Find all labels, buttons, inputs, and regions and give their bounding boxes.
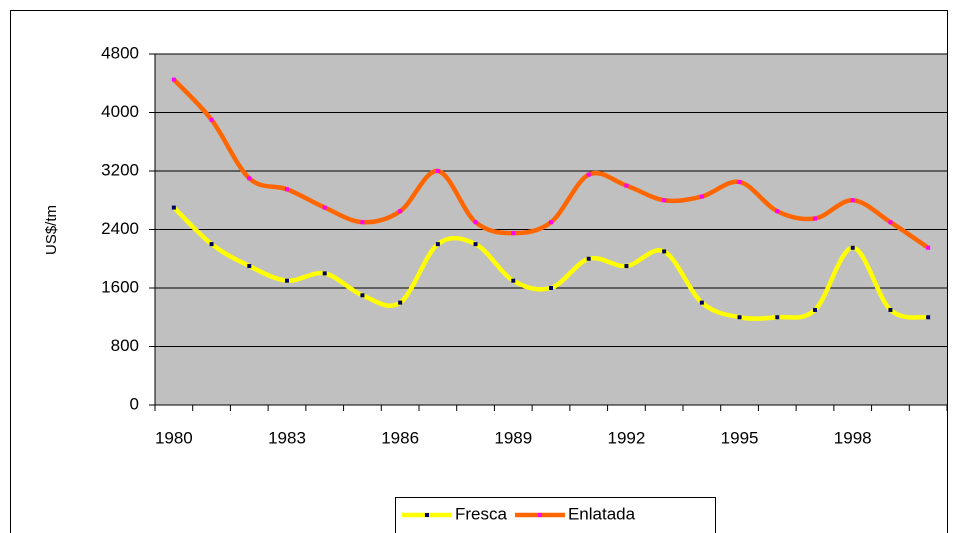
legend-label: Enlatada: [568, 504, 636, 523]
y-axis-title: US$/tm: [43, 205, 60, 255]
legend-label: Fresca: [455, 504, 508, 523]
data-point: [926, 315, 931, 320]
data-point: [850, 198, 855, 203]
data-point: [737, 179, 742, 184]
data-point: [850, 245, 855, 250]
data-point: [699, 194, 704, 199]
x-tick-label: 1980: [155, 428, 193, 447]
data-point: [549, 286, 553, 290]
data-point: [888, 220, 893, 225]
data-point: [511, 278, 516, 283]
data-point: [586, 172, 591, 177]
data-point: [511, 231, 516, 236]
legend: Fresca Enlatada: [395, 497, 716, 533]
data-point: [398, 209, 403, 214]
data-point: [549, 220, 553, 225]
legend-marker: [425, 513, 429, 517]
data-point: [813, 307, 817, 312]
data-point: [209, 117, 214, 122]
data-point: [662, 249, 667, 254]
data-point: [435, 169, 440, 173]
data-point: [775, 315, 780, 320]
data-point: [624, 264, 629, 269]
data-point: [171, 77, 176, 82]
data-point: [624, 183, 629, 188]
chart-frame: [10, 10, 948, 533]
legend-marker: [537, 513, 542, 517]
x-tick-label: 1983: [268, 428, 306, 447]
y-tick-label: 0: [130, 394, 139, 413]
data-point: [209, 242, 214, 247]
x-tick-label: 1992: [608, 428, 646, 447]
data-point: [398, 300, 403, 305]
data-point: [737, 315, 742, 320]
data-point: [926, 245, 931, 250]
data-point: [285, 187, 289, 192]
y-tick-label: 2400: [101, 219, 139, 238]
data-point: [322, 205, 327, 210]
data-point: [888, 307, 893, 312]
data-point: [360, 220, 365, 225]
data-point: [699, 300, 704, 305]
x-tick-label: 1998: [834, 428, 872, 447]
y-tick-label: 3200: [101, 160, 139, 179]
x-tick-label: 1986: [381, 428, 419, 447]
data-point: [586, 256, 591, 261]
y-tick-label: 4800: [101, 43, 139, 62]
y-tick-label: 1600: [101, 277, 139, 296]
data-point: [247, 264, 252, 269]
data-point: [473, 242, 478, 247]
data-point: [360, 293, 365, 298]
data-point: [322, 271, 327, 276]
data-point: [435, 242, 440, 247]
x-tick-label: 1989: [494, 428, 532, 447]
data-point: [285, 278, 289, 283]
data-point: [171, 205, 176, 210]
data-point: [813, 216, 817, 221]
data-point: [775, 209, 780, 214]
data-point: [247, 176, 252, 181]
y-tick-label: 4000: [101, 102, 139, 121]
y-tick-label: 800: [111, 336, 139, 355]
data-point: [473, 220, 478, 225]
data-point: [662, 198, 667, 203]
x-tick-label: 1995: [721, 428, 759, 447]
